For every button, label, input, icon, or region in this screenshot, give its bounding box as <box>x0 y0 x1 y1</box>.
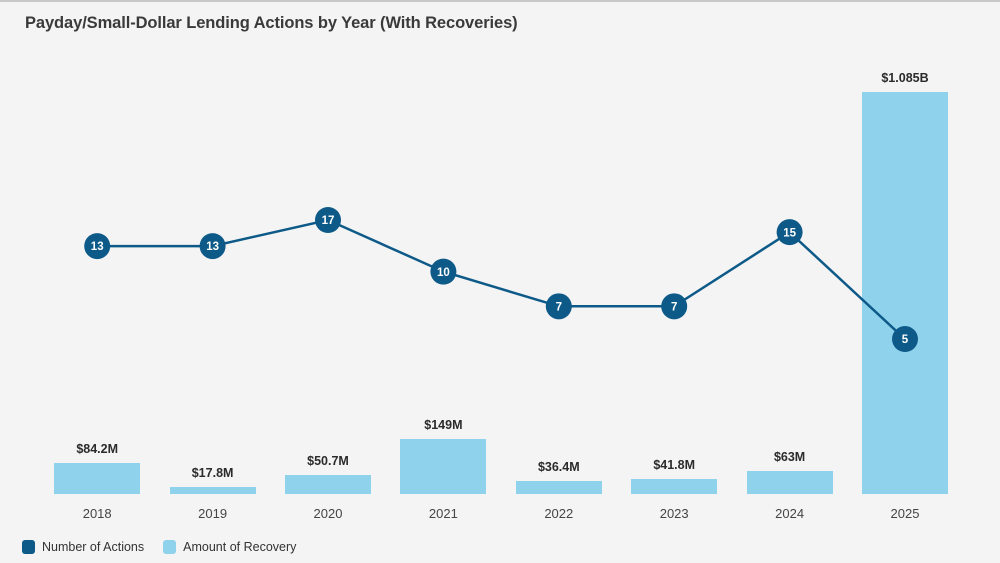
x-axis-tick-label: 2021 <box>428 506 458 521</box>
legend-item-number-of-actions: Number of Actions <box>22 540 144 554</box>
actions-point-marker[interactable] <box>199 233 226 260</box>
recovery-bar-value-label: $17.8M <box>191 466 234 481</box>
actions-data-point[interactable]: 7 <box>661 293 688 320</box>
recovery-bar-value-label: $63M <box>773 449 806 464</box>
chart-title: Payday/Small-Dollar Lending Actions by Y… <box>25 14 518 32</box>
actions-point-marker[interactable] <box>315 207 341 233</box>
x-axis-tick-label: 2020 <box>313 506 343 521</box>
x-axis-tick-label: 2025 <box>890 506 920 521</box>
recovery-bar-value-label: $84.2M <box>76 441 119 456</box>
actions-point-marker[interactable] <box>545 293 572 320</box>
actions-data-point[interactable]: 13 <box>199 233 226 260</box>
legend-swatch-recovery-icon <box>163 540 177 554</box>
recovery-bar-value-label: $50.7M <box>307 454 349 469</box>
recovery-bar-value-label: $149M <box>424 417 463 432</box>
recovery-bar[interactable] <box>631 478 718 494</box>
x-axis-tick-label: 2024 <box>775 506 805 521</box>
x-axis-tick-label: 2019 <box>198 506 228 521</box>
recovery-bar[interactable] <box>862 92 948 494</box>
actions-point-value: 10 <box>437 267 450 279</box>
actions-point-value: 17 <box>322 215 335 227</box>
actions-point-marker[interactable] <box>776 219 803 246</box>
recovery-bar[interactable] <box>746 470 833 494</box>
recovery-bar-value-label: $36.4M <box>537 459 580 474</box>
actions-point-value: 7 <box>556 301 562 313</box>
actions-data-point[interactable]: 13 <box>84 233 111 260</box>
recovery-bar[interactable] <box>54 462 141 494</box>
recovery-bar-value-label: $1.085B <box>881 71 929 85</box>
x-axis-tick-label: 2018 <box>82 506 112 521</box>
actions-point-value: 7 <box>671 301 677 313</box>
actions-point-value: 13 <box>206 241 219 253</box>
legend: Number of Actions Amount of Recovery <box>22 540 296 554</box>
legend-label-actions: Number of Actions <box>42 540 145 554</box>
recovery-bar-value-label: $41.8M <box>653 457 696 472</box>
actions-point-value: 13 <box>91 241 104 253</box>
actions-data-point[interactable]: 10 <box>430 258 457 285</box>
recovery-bar[interactable] <box>400 438 487 494</box>
actions-point-marker[interactable] <box>84 233 111 260</box>
actions-data-point[interactable]: 17 <box>315 207 341 233</box>
legend-label-recovery: Amount of Recovery <box>183 540 297 554</box>
x-axis-tick-label: 2023 <box>659 506 689 521</box>
actions-point-marker[interactable] <box>430 258 457 285</box>
actions-data-point[interactable]: 15 <box>776 219 803 246</box>
recovery-bar[interactable] <box>285 475 371 494</box>
x-axis-tick-label: 2022 <box>544 506 574 521</box>
recovery-bar[interactable] <box>169 487 256 494</box>
legend-item-amount-of-recovery: Amount of Recovery <box>163 540 296 554</box>
recovery-bar[interactable] <box>515 480 602 494</box>
legend-swatch-actions-icon <box>22 540 35 554</box>
actions-data-point[interactable]: 7 <box>545 293 572 320</box>
actions-line <box>97 218 906 341</box>
actions-point-marker[interactable] <box>661 293 688 320</box>
actions-point-value: 15 <box>783 227 796 239</box>
